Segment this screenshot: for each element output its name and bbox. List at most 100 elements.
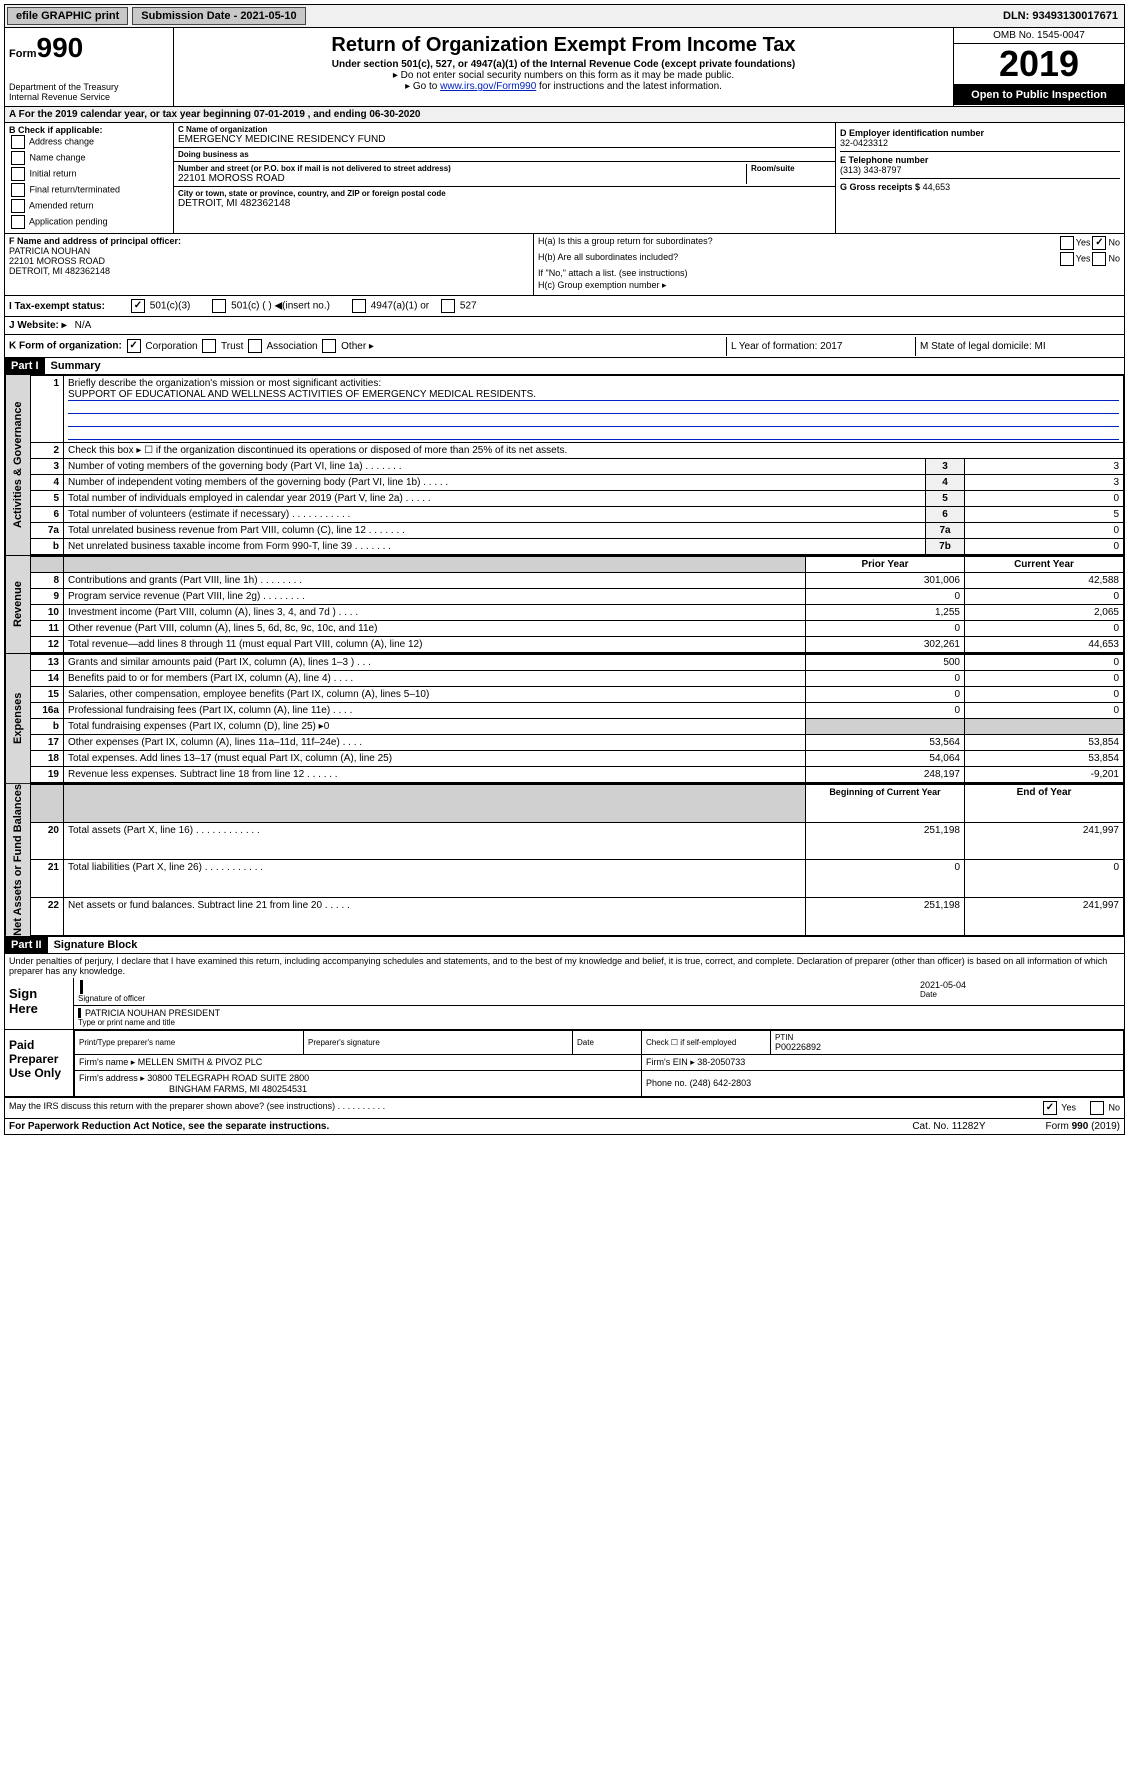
table-row: 15Salaries, other compensation, employee… [31, 687, 1124, 703]
part2-badge: Part II [5, 937, 48, 953]
officer-typed-name: PATRICIA NOUHAN PRESIDENT [78, 1008, 1120, 1018]
table-row: 9Program service revenue (Part VIII, lin… [31, 589, 1124, 605]
part1-badge: Part I [5, 358, 45, 374]
k-trust[interactable]: Trust [200, 341, 243, 352]
dln-label: DLN: 93493130017671 [997, 8, 1124, 24]
tax-status-501c3[interactable]: 501(c)(3) [129, 299, 190, 313]
block-bcde: B Check if applicable: Address change Na… [4, 123, 1125, 234]
ein: 32-0423312 [840, 138, 1120, 148]
tax-status-4947[interactable]: 4947(a)(1) or [350, 299, 429, 313]
chk-name-change[interactable]: Name change [9, 151, 169, 165]
side-label-netassets: Net Assets or Fund Balances [5, 784, 30, 936]
section-netassets: Net Assets or Fund Balances Beginning of… [4, 784, 1125, 937]
row-i: I Tax-exempt status: 501(c)(3) 501(c) ( … [4, 296, 1125, 317]
tax-status-501c[interactable]: 501(c) ( ) ◀(insert no.) [210, 299, 330, 313]
officer-name: PATRICIA NOUHAN [9, 246, 529, 256]
part1-title: Summary [45, 358, 107, 374]
k-assoc[interactable]: Association [246, 341, 317, 352]
chk-amended[interactable]: Amended return [9, 199, 169, 213]
section-revenue: Revenue Prior Year Current Year 8Contrib… [4, 556, 1125, 654]
part2-header-row: Part II Signature Block [4, 937, 1125, 954]
mission-text: SUPPORT OF EDUCATIONAL AND WELLNESS ACTI… [68, 389, 1119, 401]
open-public-badge: Open to Public Inspection [954, 84, 1124, 105]
section-expenses: Expenses 13Grants and similar amounts pa… [4, 654, 1125, 784]
table-row: 14Benefits paid to or for members (Part … [31, 671, 1124, 687]
hb-no[interactable]: No [1090, 252, 1120, 266]
efile-button[interactable]: efile GRAPHIC print [7, 7, 128, 25]
org-address: 22101 MOROSS ROAD [178, 173, 746, 184]
box-deg: D Employer identification number 32-0423… [835, 123, 1124, 233]
footer: For Paperwork Reduction Act Notice, see … [4, 1119, 1125, 1135]
line-a: A For the 2019 calendar year, or tax yea… [4, 107, 1125, 123]
box-l: L Year of formation: 2017 [726, 337, 915, 356]
table-row: 22Net assets or fund balances. Subtract … [31, 898, 1124, 936]
sig-date: 2021-05-04 [920, 980, 1120, 990]
signature-block: Under penalties of perjury, I declare th… [4, 954, 1125, 1119]
row-klm: K Form of organization: Corporation Trus… [4, 335, 1125, 358]
row-j: J Website: ▸ N/A [4, 317, 1125, 335]
table-row: 7aTotal unrelated business revenue from … [31, 523, 1124, 539]
tax-year: 2019 [954, 44, 1124, 84]
discuss-yes[interactable]: Yes [1041, 1101, 1076, 1115]
k-other[interactable]: Other ▸ [320, 341, 374, 352]
firm-name: MELLEN SMITH & PIVOZ PLC [138, 1057, 263, 1067]
org-city: DETROIT, MI 482362148 [178, 198, 452, 209]
header-right: OMB No. 1545-0047 2019 Open to Public In… [953, 28, 1124, 106]
table-row: 4Number of independent voting members of… [31, 475, 1124, 491]
table-row: 13Grants and similar amounts paid (Part … [31, 655, 1124, 671]
table-row: 19Revenue less expenses. Subtract line 1… [31, 767, 1124, 783]
table-row: 6Total number of volunteers (estimate if… [31, 507, 1124, 523]
form-ref: Form 990 (2019) [1046, 1121, 1120, 1132]
table-row: 3Number of voting members of the governi… [31, 459, 1124, 475]
form-number: Form990 [9, 32, 169, 64]
box-h: H(a) Is this a group return for subordin… [534, 234, 1124, 295]
chk-initial-return[interactable]: Initial return [9, 167, 169, 181]
table-row: 10Investment income (Part VIII, column (… [31, 605, 1124, 621]
ha-no[interactable]: No [1090, 236, 1120, 250]
submission-date-button[interactable]: Submission Date - 2021-05-10 [132, 7, 305, 25]
phone: (313) 343-8797 [840, 165, 1120, 175]
table-row: 12Total revenue—add lines 8 through 11 (… [31, 637, 1124, 653]
box-f: F Name and address of principal officer:… [5, 234, 534, 295]
table-row: 16aProfessional fundraising fees (Part I… [31, 703, 1124, 719]
chk-application-pending[interactable]: Application pending [9, 215, 169, 229]
hb-yes[interactable]: Yes [1058, 252, 1091, 266]
chk-final-return[interactable]: Final return/terminated [9, 183, 169, 197]
k-corp[interactable]: Corporation [125, 341, 198, 352]
box-m: M State of legal domicile: MI [915, 337, 1124, 356]
omb-number: OMB No. 1545-0047 [954, 28, 1124, 44]
section-activities: Activities & Governance 1 Briefly descri… [4, 375, 1125, 556]
gross-receipts: 44,653 [923, 182, 951, 192]
side-label-expenses: Expenses [5, 654, 30, 783]
part1-header-row: Part I Summary [4, 358, 1125, 375]
pra-notice: For Paperwork Reduction Act Notice, see … [9, 1121, 912, 1132]
table-row: 8Contributions and grants (Part VIII, li… [31, 573, 1124, 589]
table-row: 20Total assets (Part X, line 16) . . . .… [31, 822, 1124, 860]
form-title: Return of Organization Exempt From Incom… [178, 34, 949, 57]
top-bar: efile GRAPHIC print Submission Date - 20… [4, 4, 1125, 28]
website: N/A [75, 320, 92, 331]
sign-here-label: Sign Here [5, 978, 74, 1029]
chk-address-change[interactable]: Address change [9, 135, 169, 149]
table-row: bNet unrelated business taxable income f… [31, 539, 1124, 555]
tax-status-527[interactable]: 527 [439, 299, 476, 313]
ha-yes[interactable]: Yes [1058, 236, 1091, 250]
box-b: B Check if applicable: Address change Na… [5, 123, 174, 233]
cat-no: Cat. No. 11282Y [912, 1121, 985, 1132]
box-c: C Name of organization EMERGENCY MEDICIN… [174, 123, 835, 233]
table-row: 11Other revenue (Part VIII, column (A), … [31, 621, 1124, 637]
form-header: Form990 Department of the Treasury Inter… [4, 28, 1125, 107]
form-subtitle: Under section 501(c), 527, or 4947(a)(1)… [178, 59, 949, 70]
side-label-activities: Activities & Governance [5, 375, 30, 555]
prep-phone: (248) 642-2803 [690, 1078, 752, 1088]
table-row: 17Other expenses (Part IX, column (A), l… [31, 735, 1124, 751]
irs-link[interactable]: www.irs.gov/Form990 [440, 81, 536, 92]
form-note-1: ▸ Do not enter social security numbers o… [178, 70, 949, 81]
paid-preparer-label: Paid Preparer Use Only [5, 1030, 74, 1096]
org-name: EMERGENCY MEDICINE RESIDENCY FUND [178, 134, 385, 145]
table-row: 21Total liabilities (Part X, line 26) . … [31, 860, 1124, 898]
block-fh: F Name and address of principal officer:… [4, 234, 1125, 296]
header-title-block: Return of Organization Exempt From Incom… [174, 28, 953, 106]
discuss-no[interactable]: No [1088, 1101, 1120, 1115]
table-row: 5Total number of individuals employed in… [31, 491, 1124, 507]
